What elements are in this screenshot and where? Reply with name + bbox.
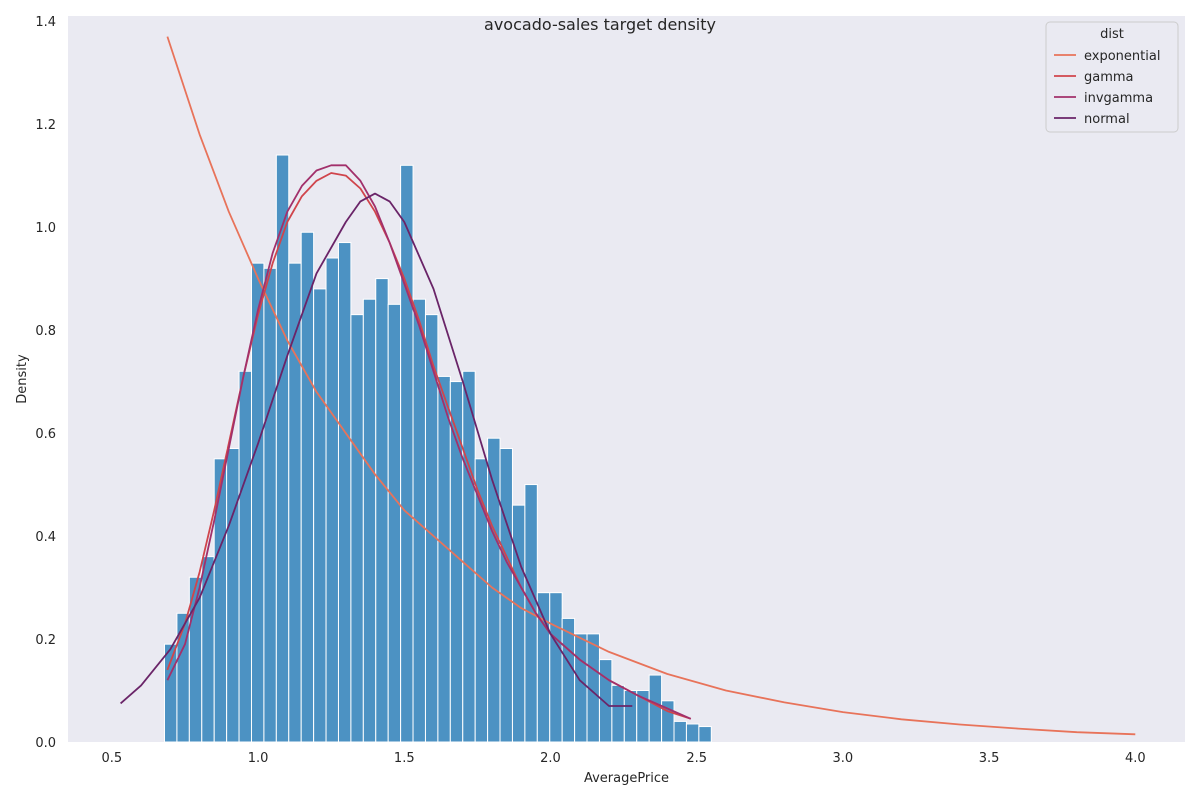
y-tick-label: 1.4 [35, 15, 56, 30]
histogram-bar [462, 370, 476, 743]
histogram-bars [163, 154, 712, 743]
histogram-bar [536, 592, 551, 743]
series-line-exponential [166, 36, 1136, 736]
histogram-bar [598, 659, 613, 743]
y-tick-label: 0.0 [35, 736, 56, 751]
x-tick-label: 2.5 [686, 751, 707, 766]
x-tick-label: 3.0 [833, 751, 854, 766]
histogram-bar [226, 448, 240, 743]
histogram-bar [201, 556, 215, 743]
y-tick-label: 0.2 [35, 633, 56, 648]
x-tick-label: 2.0 [540, 751, 561, 766]
x-tick-label: 3.5 [979, 751, 1000, 766]
histogram-bar [574, 633, 588, 743]
y-axis-ticks: 0.0 0.2 0.4 0.6 0.8 1.0 1.2 1.4 [35, 15, 56, 751]
histogram-bar [561, 617, 576, 743]
histogram-bar [313, 288, 327, 743]
x-axis-label: AveragePrice [584, 771, 669, 786]
histogram-bar [685, 723, 700, 743]
histogram-bar [549, 592, 563, 743]
histogram-bar [623, 690, 638, 743]
histogram-bar [698, 726, 712, 743]
histogram-bar [275, 154, 290, 743]
histogram-bar [511, 504, 526, 743]
legend-label-gamma: gamma [1084, 70, 1134, 85]
histogram-bar [375, 278, 389, 743]
histogram-bar [238, 370, 252, 743]
x-tick-label: 0.5 [102, 751, 123, 766]
y-tick-label: 1.2 [35, 118, 56, 133]
legend-label-normal: normal [1084, 112, 1130, 127]
x-tick-label: 1.5 [394, 751, 415, 766]
legend-items: exponential gamma invgamma normal [1054, 49, 1160, 127]
legend: dist exponential gamma invgamma normal [1045, 21, 1179, 133]
legend-label-invgamma: invgamma [1084, 91, 1153, 106]
histogram-bar [449, 381, 464, 743]
legend-label-exponential: exponential [1084, 49, 1160, 64]
histogram-bar [611, 684, 625, 743]
histogram-bar [400, 164, 414, 743]
histogram-bar [350, 314, 364, 743]
distribution-lines [120, 36, 1136, 736]
x-axis-ticks: 0.5 1.0 1.5 2.0 2.5 3.0 3.5 4.0 [102, 751, 1146, 766]
histogram-bar [337, 242, 352, 743]
series-line-normal [120, 192, 633, 707]
x-tick-label: 1.0 [248, 751, 269, 766]
y-axis-label: Density [15, 354, 30, 404]
histogram-bar [325, 257, 339, 743]
y-tick-label: 0.4 [35, 530, 56, 545]
legend-title: dist [1100, 27, 1124, 42]
y-tick-label: 0.6 [35, 427, 56, 442]
histogram-bar [362, 298, 377, 743]
x-tick-label: 4.0 [1125, 751, 1146, 766]
histogram-bar [673, 720, 687, 743]
histogram-bar [263, 267, 277, 743]
y-tick-label: 1.0 [35, 221, 56, 236]
legend-box [1045, 21, 1179, 133]
chart-title: avocado-sales target density [484, 15, 716, 34]
histogram-bar [648, 674, 663, 743]
histogram-bar [387, 303, 402, 743]
histogram-bar [437, 375, 451, 743]
y-tick-label: 0.8 [35, 324, 56, 339]
